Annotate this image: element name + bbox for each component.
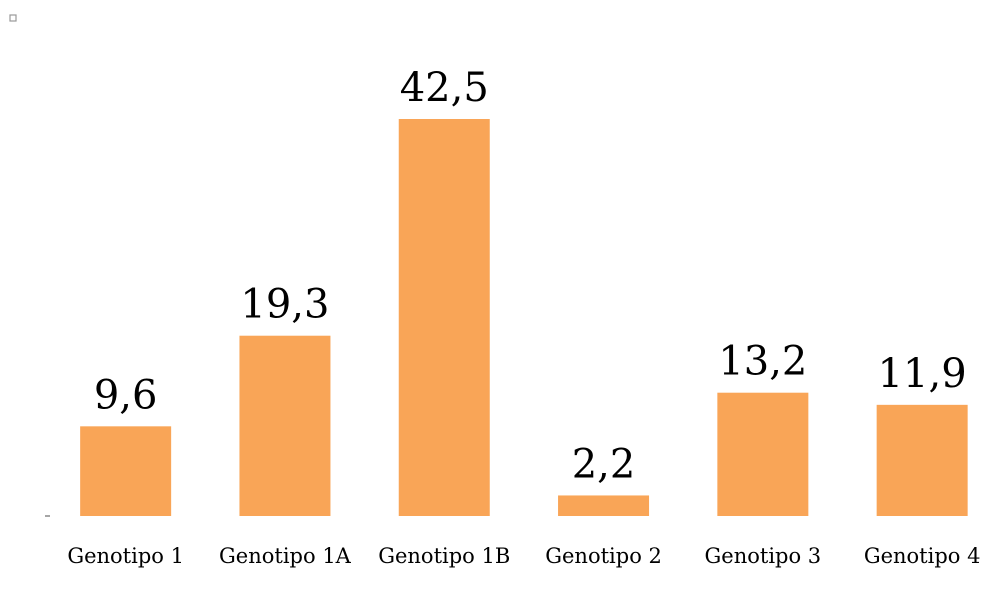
- x-tick-label: Genotipo 1: [67, 544, 184, 568]
- x-tick-label: Genotipo 1A: [219, 544, 352, 568]
- bar: [398, 119, 490, 516]
- bar: [717, 392, 809, 516]
- corner-icon: [9, 14, 17, 22]
- bar: [876, 404, 968, 516]
- value-label: 2,2: [572, 441, 636, 487]
- value-label: 19,3: [240, 282, 329, 328]
- x-tick-label: Genotipo 4: [864, 544, 981, 568]
- x-tick-label: Genotipo 1B: [378, 544, 510, 568]
- bar: [239, 335, 331, 516]
- bar: [558, 495, 650, 516]
- value-label: 13,2: [718, 339, 807, 385]
- value-label: 42,5: [400, 65, 489, 111]
- x-tick-label: Genotipo 2: [545, 544, 662, 568]
- x-tick-label: Genotipo 3: [705, 544, 822, 568]
- value-label: 9,6: [94, 372, 158, 418]
- bar: [80, 426, 172, 516]
- value-label: 11,9: [878, 351, 967, 397]
